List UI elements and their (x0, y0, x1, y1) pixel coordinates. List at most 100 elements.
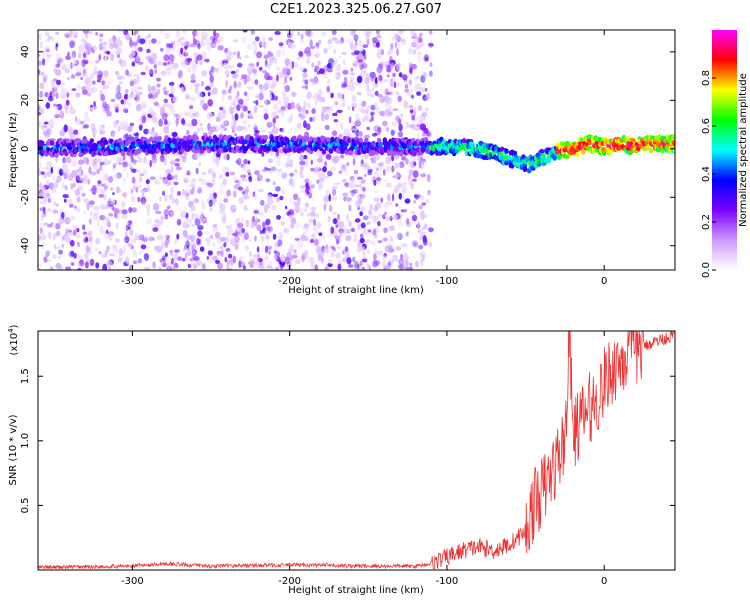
snr-panel: -300 -200 -100 0 0.51.01.5 Height of straig… (7, 324, 676, 596)
noise-cell (191, 205, 196, 212)
noise-cell (239, 180, 244, 186)
noise-cell (398, 161, 405, 169)
noise-cell (168, 193, 174, 200)
noise-cell (410, 210, 416, 215)
noise-cell (124, 109, 128, 114)
noise-cell (400, 209, 408, 213)
noise-cell (413, 76, 418, 81)
noise-cell (159, 258, 165, 263)
noise-cell (131, 49, 136, 57)
noise-cell (47, 198, 52, 203)
noise-cell (50, 166, 54, 174)
noise-cell (300, 37, 304, 44)
noise-cell (304, 208, 308, 213)
noise-cell (112, 192, 115, 196)
noise-cell (310, 64, 316, 68)
noise-cell (151, 38, 157, 44)
noise-cell (314, 228, 319, 236)
noise-cell (346, 161, 350, 167)
noise-cell (124, 231, 128, 238)
noise-cell (141, 115, 147, 124)
noise-cell (41, 184, 46, 193)
noise-cell (135, 103, 142, 112)
noise-cell (341, 224, 346, 230)
noise-cell (85, 33, 88, 40)
noise-cell (305, 182, 309, 188)
noise-cell (249, 258, 256, 266)
noise-cell (321, 251, 325, 258)
noise-cell (215, 231, 221, 239)
noise-cell (117, 256, 123, 263)
noise-cell (60, 82, 66, 87)
noise-cell (276, 50, 281, 58)
noise-cell (374, 76, 378, 85)
noise-cell (420, 41, 425, 47)
noise-cell (182, 230, 188, 238)
noise-cell (233, 103, 237, 110)
noise-cell (343, 59, 346, 66)
noise-cell (57, 166, 60, 175)
noise-cell (314, 99, 318, 106)
noise-cell (429, 70, 433, 77)
noise-cell (228, 258, 235, 266)
noise-cell (363, 134, 370, 139)
noise-cell (299, 160, 306, 166)
noise-cell (61, 235, 64, 242)
noise-cell (169, 160, 176, 165)
noise-cell (47, 36, 53, 40)
noise-cell (224, 47, 229, 54)
noise-cell (327, 262, 333, 268)
noise-cell (212, 128, 219, 133)
noise-cell (299, 185, 305, 189)
noise-cell (189, 257, 194, 262)
noise-cell (138, 249, 142, 256)
noise-cell (362, 186, 367, 194)
noise-cell (207, 169, 213, 173)
noise-cell (404, 266, 411, 270)
noise-cell (167, 61, 171, 65)
noise-cell (234, 243, 239, 250)
noise-cell (264, 205, 268, 214)
noise-cell (237, 62, 243, 68)
noise-cell (99, 204, 106, 210)
noise-cell (241, 173, 245, 181)
noise-cell (344, 227, 349, 235)
noise-cell (100, 253, 106, 258)
noise-cell (66, 92, 69, 98)
noise-cell (333, 119, 339, 123)
noise-cell (159, 155, 165, 163)
noise-cell (87, 179, 91, 185)
noise-cell (122, 161, 128, 168)
noise-cell (238, 260, 242, 269)
noise-cell (107, 221, 111, 228)
noise-cell (305, 109, 309, 114)
noise-cell (39, 181, 42, 188)
noise-cell (84, 111, 89, 119)
noise-cell (403, 100, 409, 109)
noise-cell (92, 45, 98, 51)
noise-cell (82, 89, 88, 95)
noise-cell (391, 37, 397, 42)
noise-cell (313, 92, 319, 100)
noise-cell (359, 237, 365, 244)
noise-cell (359, 163, 366, 168)
noise-cell (234, 235, 240, 244)
snr-multiplier-base: (x10 (9, 333, 20, 356)
noise-cell (125, 69, 129, 76)
noise-cell (149, 159, 152, 168)
noise-cell (364, 153, 368, 160)
noise-cell (331, 211, 337, 215)
noise-cell (260, 235, 265, 242)
noise-cell (117, 30, 125, 33)
noise-cell (42, 49, 45, 58)
noise-cell (50, 267, 55, 270)
noise-cell (56, 246, 61, 250)
noise-cell (269, 94, 273, 100)
x-tick-label: -100 (436, 576, 459, 587)
noise-cell (229, 51, 234, 56)
noise-cell (39, 222, 44, 230)
ridge-cell (410, 137, 416, 144)
noise-cell (259, 86, 264, 94)
noise-cell (415, 194, 419, 200)
